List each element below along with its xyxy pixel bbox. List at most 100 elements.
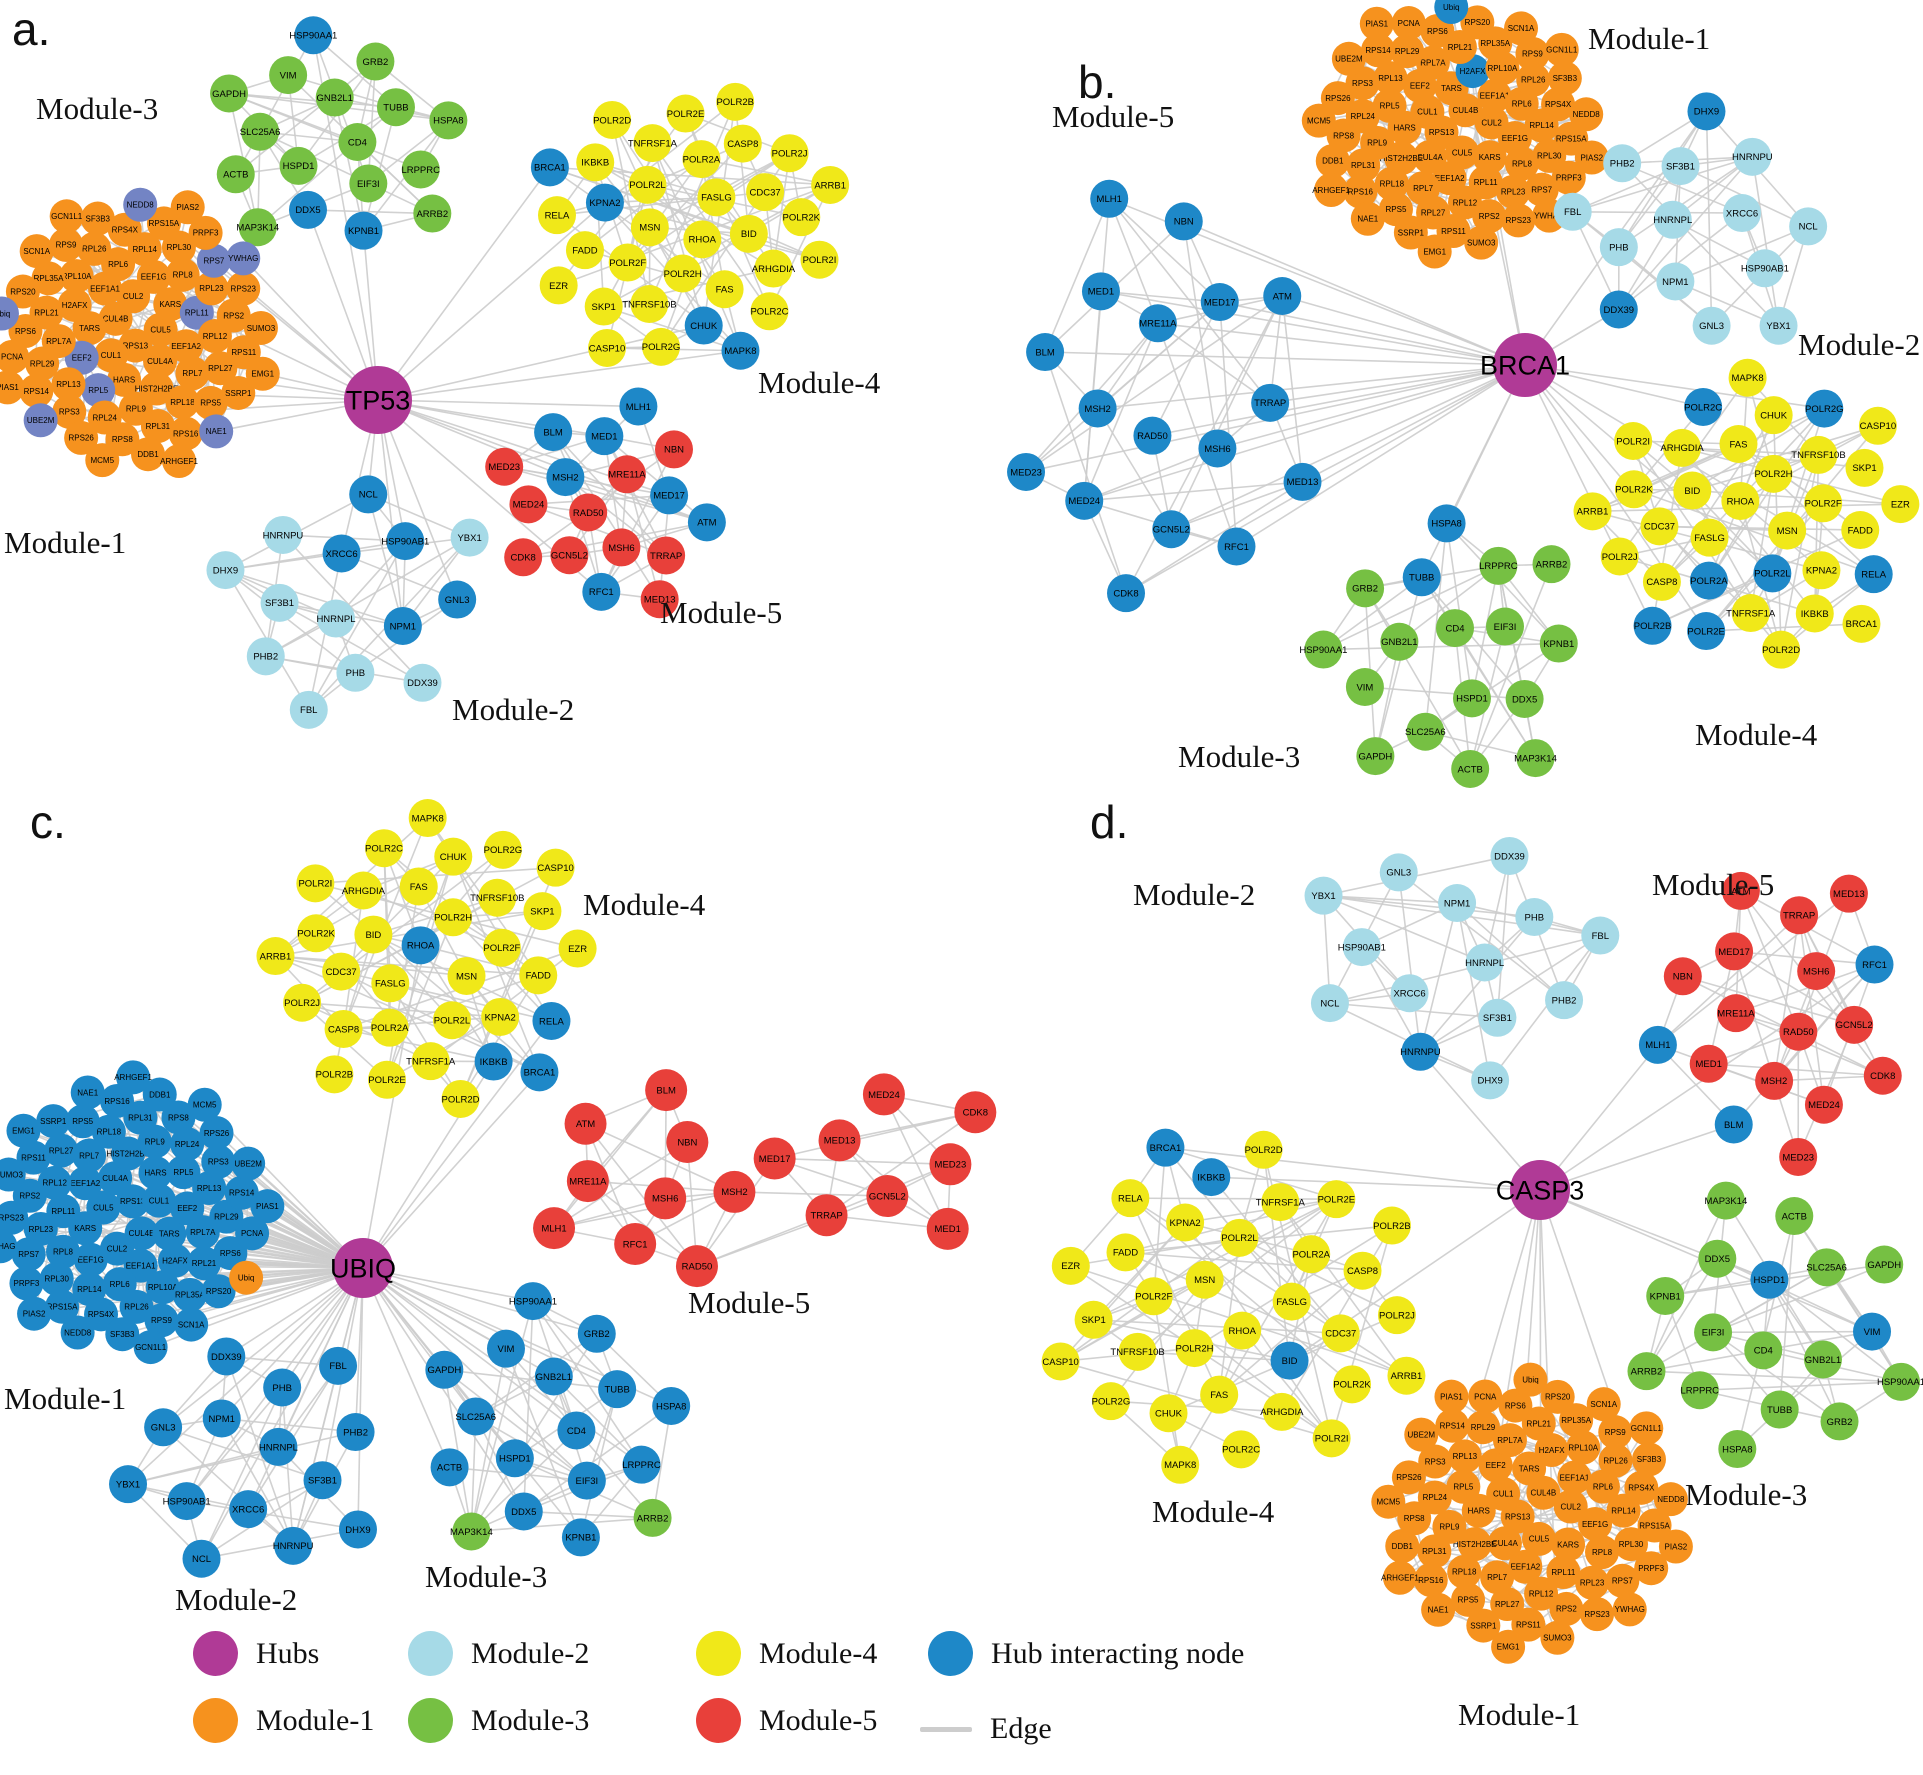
- node-label: MAPK8: [1164, 1460, 1196, 1471]
- node-POLR2H: [1175, 1329, 1214, 1368]
- edge: [383, 848, 392, 984]
- edge: [1125, 481, 1303, 594]
- hub-edge: [221, 1267, 364, 1420]
- node-EEF1A2: [169, 329, 204, 364]
- edge: [459, 974, 539, 1100]
- node-HNRNPU: [1401, 1032, 1440, 1071]
- node-POLR2J: [283, 983, 322, 1022]
- node-label: MSN: [639, 223, 660, 234]
- node-label: VIM: [498, 1344, 515, 1355]
- node-GRB2: [1346, 569, 1385, 608]
- node-label: POLR2J: [772, 149, 808, 160]
- node-UBE2M: [231, 1146, 266, 1181]
- node-RPL23: [194, 271, 229, 306]
- node-RELA: [1854, 555, 1893, 594]
- node-label: SSRP1: [1470, 1621, 1497, 1630]
- node-label: POLR2F: [1135, 1292, 1172, 1303]
- node-label: HARS: [144, 1169, 166, 1178]
- node-label: MCM5: [1377, 1498, 1401, 1507]
- node-POLR2G: [642, 327, 681, 366]
- hub-edge: [377, 202, 606, 401]
- node-RHOA: [1721, 481, 1760, 520]
- node-label: DDX5: [1512, 694, 1537, 705]
- node-POLR2F: [1804, 484, 1843, 523]
- node-label: BRCA1: [524, 1068, 556, 1079]
- node-GCN5L2: [1835, 1005, 1874, 1044]
- node-Ubiq: [229, 1260, 264, 1295]
- node-GNB2L1: [1803, 1340, 1842, 1379]
- node-label: CUL1: [149, 1196, 170, 1205]
- node-label: H2AFX: [162, 1257, 188, 1266]
- node-label: POLR2A: [683, 154, 721, 165]
- node-NEDD8: [1653, 1482, 1688, 1517]
- node-label: TUBB: [604, 1384, 629, 1395]
- node-label: RPL13: [1378, 74, 1403, 83]
- node-label: PCNA: [241, 1229, 264, 1238]
- node-label: TNFRSF10B: [1110, 1347, 1164, 1358]
- node-label: BRCA1: [1846, 619, 1878, 630]
- node-label: POLR2C: [1684, 402, 1722, 413]
- node-label: RPS8: [168, 1113, 189, 1122]
- node-label: EZR: [549, 281, 568, 292]
- node-label: RPL24: [1351, 112, 1376, 121]
- node-DDX39: [1490, 836, 1529, 875]
- node-FBL: [319, 1346, 358, 1385]
- node-GCN5L2: [866, 1175, 909, 1218]
- node-label: EEF2: [1486, 1461, 1507, 1470]
- node-label: SCN1A: [178, 1320, 205, 1329]
- node-ATM: [687, 503, 726, 542]
- node-label: MCM5: [1307, 116, 1331, 125]
- edge: [1646, 1349, 1764, 1372]
- node-HSPA8: [1427, 504, 1466, 543]
- panel-letter-d: d.: [1090, 796, 1129, 848]
- node-label: RPL12: [203, 332, 228, 341]
- edge: [532, 1300, 618, 1390]
- node-KPNA2: [481, 997, 520, 1036]
- node-label: RPS4X: [1545, 100, 1572, 109]
- node-label: YBX1: [457, 533, 481, 544]
- node-label: NEDD8: [1573, 110, 1601, 119]
- node-label: RPS6: [15, 327, 36, 336]
- node-MED1: [585, 417, 624, 456]
- node-label: YWHAG: [1534, 211, 1564, 220]
- node-LRPPRC: [1479, 546, 1518, 585]
- node-FADD: [519, 956, 558, 995]
- node-label: CUL4B: [129, 1229, 155, 1238]
- node-POLR2C: [1684, 387, 1723, 426]
- node-CDK8: [504, 538, 543, 577]
- node-EEF1A1: [1557, 1460, 1592, 1495]
- node-label: EMG1: [12, 1127, 35, 1136]
- node-label: RPS23: [0, 1214, 24, 1223]
- node-label: FASLG: [1276, 1297, 1307, 1308]
- node-label: RPL5: [1380, 102, 1401, 111]
- node-NBN: [666, 1121, 709, 1164]
- node-label: RPS7: [1612, 1577, 1633, 1586]
- edge: [1665, 1266, 1827, 1297]
- node-label: HNRNPL: [316, 614, 355, 625]
- node-CASP8: [1642, 562, 1681, 601]
- hub-edge: [190, 1267, 364, 1326]
- node-label: HSPA8: [1431, 519, 1461, 530]
- node-DDX39: [207, 1337, 246, 1376]
- node-MAP3K14: [1516, 739, 1555, 778]
- node-POLR2L: [628, 165, 667, 204]
- node-MED23: [929, 1143, 972, 1186]
- node-label: SSRP1: [225, 389, 252, 398]
- node-label: MED17: [1204, 297, 1236, 308]
- node-label: SLC25A6: [240, 127, 281, 138]
- node-label: HIST2H2BE: [1380, 154, 1424, 163]
- node-RPL35A: [1559, 1403, 1594, 1438]
- node-EIF3I: [1486, 607, 1525, 646]
- node-label: PRPF3: [1638, 1564, 1664, 1573]
- node-FASLG: [371, 964, 410, 1003]
- node-label: SF3B1: [1483, 1013, 1512, 1024]
- node-label: TUBB: [383, 103, 408, 114]
- node-MED24: [1804, 1085, 1843, 1124]
- node-RPL18: [1374, 166, 1409, 201]
- node-label: CUL4A: [147, 357, 173, 366]
- node-label: PHB2: [1552, 996, 1577, 1007]
- node-label: CASP8: [1347, 1266, 1378, 1277]
- node-CHUK: [434, 837, 473, 876]
- node-label: GNL3: [1699, 321, 1724, 332]
- node-MAPK8: [1161, 1445, 1200, 1484]
